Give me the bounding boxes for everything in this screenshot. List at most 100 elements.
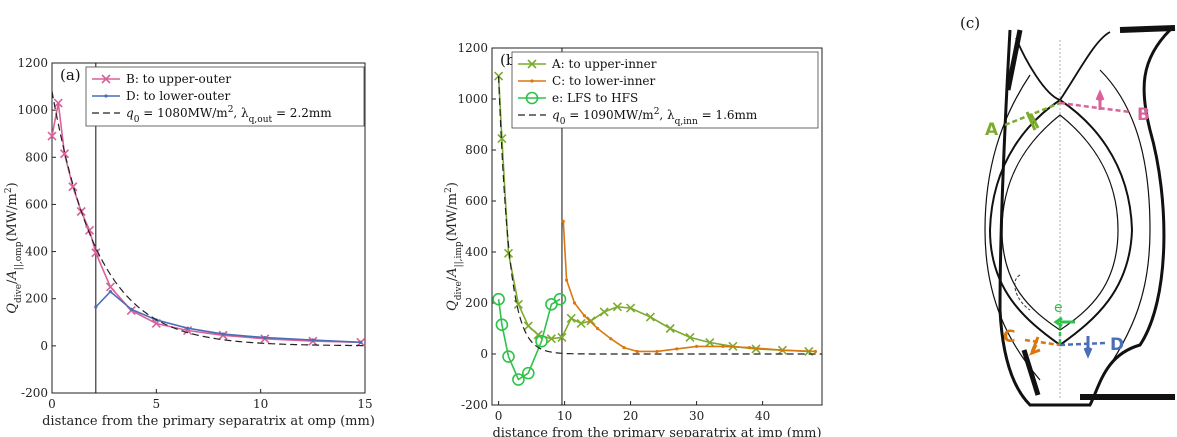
data-point-x: [645, 312, 655, 322]
data-point-dot: [813, 349, 818, 354]
legend-entry-label-part: , λ: [659, 108, 675, 122]
x-tick-label: 5: [153, 397, 161, 411]
flux-surface-outer: [984, 74, 1041, 381]
legend-marker: [527, 59, 537, 69]
fit-curve: [51, 91, 364, 347]
flow-A-arrow: [1025, 111, 1040, 131]
legend-entry-label-part: 0: [134, 115, 140, 125]
legend-entry-label-part: q,inn: [675, 117, 698, 127]
data-point-x: [557, 332, 567, 342]
data-point-x: [497, 133, 507, 144]
y-axis-label-part: /: [5, 279, 20, 284]
data-point-x: [599, 307, 609, 317]
legend-entry-label: q0 = 1080MW/m2, λq,out = 2.2mm: [126, 105, 332, 125]
panel-tag-c: (c): [960, 14, 980, 32]
data-point-dot: [263, 336, 267, 340]
data-point-circle: [492, 292, 505, 306]
y-axis-label-part: A: [5, 270, 20, 280]
divertor-diagram: (c) A B C D e: [960, 14, 1176, 407]
x-axis-label: distance from the primary separatrix at …: [492, 426, 821, 437]
data-point-dot: [609, 337, 613, 341]
cut-line: [1014, 274, 1031, 311]
flow-D-line: [1059, 341, 1106, 347]
series-line: [51, 102, 361, 344]
data-point-circle: [535, 334, 548, 348]
y-axis-label-part: 2: [4, 187, 14, 193]
data-point-x: [685, 332, 695, 342]
data-point-dot: [622, 346, 626, 350]
data-point-x: [523, 321, 533, 331]
data-point-x: [566, 313, 576, 323]
y-tick-label: 1000: [457, 92, 488, 106]
data-point-dot: [655, 349, 659, 354]
fit-curve: [498, 76, 822, 355]
data-point-dot: [311, 338, 315, 342]
x-tick-label: 40: [755, 409, 770, 423]
y-axis-label-part: ||,omp: [14, 241, 24, 270]
x-tick-label: 30: [689, 409, 704, 423]
data-point-dot: [561, 219, 565, 223]
y-tick-label: 600: [465, 194, 488, 208]
legend-entry-label-part: 0: [560, 117, 566, 127]
x-tick-label: 10: [253, 397, 268, 411]
data-point-circle: [521, 366, 535, 380]
flow-B-line: [1059, 101, 1131, 114]
flow-D-arrow: [1083, 336, 1093, 359]
legend-marker: [104, 94, 108, 98]
data-point-x: [47, 131, 57, 141]
legend-box: [511, 51, 819, 129]
data-point-dot: [572, 301, 577, 305]
data-point-dot: [129, 307, 133, 311]
y-axis-label-part: Q: [5, 303, 20, 314]
legend-entry-label-part: 2: [654, 107, 660, 117]
data-point-x: [59, 149, 70, 159]
y-axis-label: Qdive/A||,imp(MW/m2): [444, 182, 464, 311]
legend-entry-label: A: to upper-inner: [551, 57, 657, 71]
y-tick-label: 1200: [457, 41, 488, 55]
data-point-dot: [221, 332, 225, 336]
flow-C-arrow: [1028, 336, 1041, 356]
data-point-circle: [495, 318, 509, 331]
flow-A-line: [1004, 101, 1061, 127]
data-point-x: [705, 337, 715, 348]
y-tick-label: 200: [465, 296, 488, 310]
label-D: D: [1110, 335, 1124, 355]
data-point-circle: [512, 373, 525, 386]
legend-entry-label: e: LFS to HFS: [552, 91, 638, 105]
legend-marker: [101, 74, 111, 84]
y-axis-label-part: /: [445, 276, 460, 281]
upper-left-plate: [1005, 29, 1023, 91]
legend-entry-label-part: = 1.6mm: [698, 108, 758, 122]
data-point-circle: [553, 292, 567, 306]
y-tick-label: 0: [40, 339, 48, 353]
data-point-x: [68, 182, 78, 192]
legend-entry-label-part: 2: [228, 105, 234, 115]
x-tick-label: 0: [495, 409, 503, 423]
x-tick-label: 10: [557, 409, 572, 423]
data-point-x: [546, 334, 556, 344]
y-axis-label-part: (MW/m: [5, 193, 20, 241]
plot-frame: [51, 62, 366, 394]
y-tick-label: 800: [25, 150, 48, 164]
y-axis-label-part: A: [445, 267, 460, 277]
label-C: C: [1003, 327, 1015, 347]
data-point-dot: [582, 314, 587, 318]
legend-marker: [525, 91, 539, 105]
y-axis-label-part: dive: [454, 281, 464, 300]
y-axis-label-part: (MW/m: [445, 193, 460, 241]
legend-entry-label-part: = 2.2mm: [272, 106, 332, 120]
legend-entry-label: q0 = 1090MW/m2, λq,inn = 1.6mm: [552, 107, 758, 127]
chart-b: 0 10 20 30 40-200020040060080010001200distan…: [444, 41, 823, 437]
data-point-dot: [94, 305, 98, 309]
y-axis-label-part: Q: [445, 300, 460, 311]
data-point-x: [503, 248, 514, 258]
data-point-x: [91, 248, 101, 258]
data-point-dot: [596, 326, 600, 331]
data-point-x: [576, 318, 586, 328]
x-tick-label: 0: [48, 397, 56, 411]
flow-B-arrow: [1095, 89, 1105, 110]
data-point-x: [105, 282, 115, 292]
data-point-dot: [747, 346, 752, 350]
data-point-dot: [186, 326, 190, 330]
x-axis-label: distance from the primary separatrix at …: [42, 414, 375, 429]
